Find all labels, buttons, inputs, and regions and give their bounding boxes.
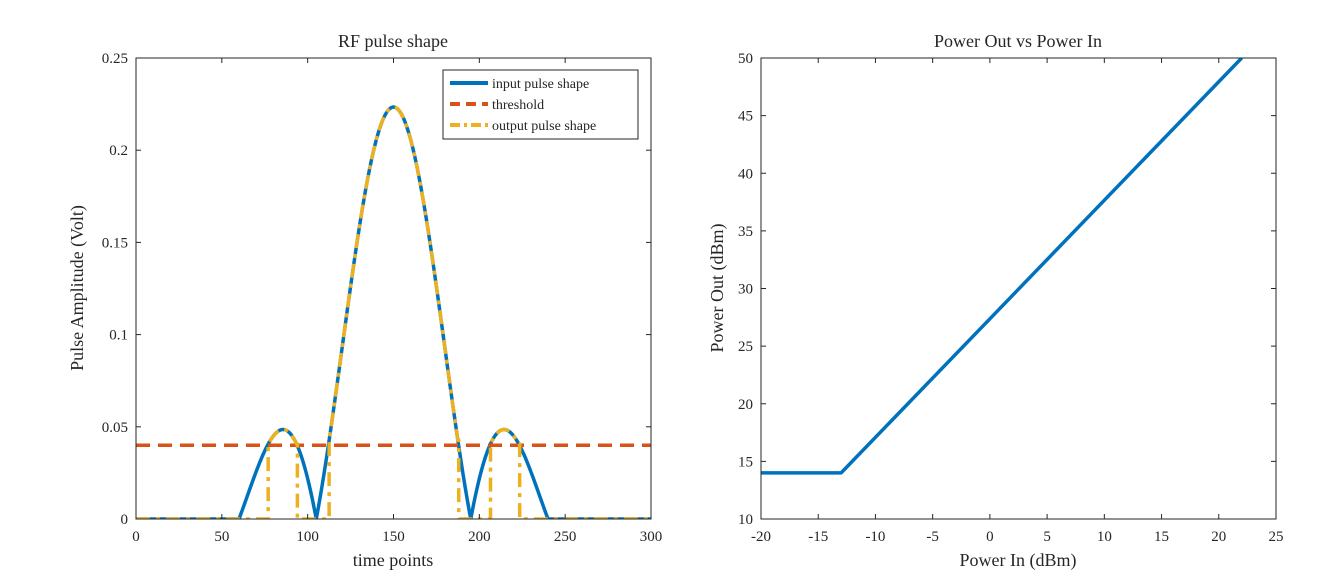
x-tick-label: -15 <box>808 529 828 545</box>
y-tick-label: 0.15 <box>102 235 128 251</box>
x-tick-label: 25 <box>1269 529 1284 545</box>
x-tick-label: -10 <box>865 529 885 545</box>
x-tick-label: 50 <box>214 529 229 545</box>
x-tick-label: 200 <box>468 529 491 545</box>
x-tick-label: 20 <box>1211 529 1226 545</box>
x-tick-label: 150 <box>382 529 405 545</box>
x-tick-label: 10 <box>1097 529 1112 545</box>
y-tick-label: 30 <box>738 282 753 298</box>
series-line-input-pulse-shape <box>136 105 651 519</box>
x-tick-label: 0 <box>986 529 994 545</box>
x-tick-label: 0 <box>132 529 140 545</box>
chart-rf-pulse-shape: RF pulse shape 0 50 100 150 200 250 300 00.050… <box>67 31 662 570</box>
y-tick-label: 25 <box>738 339 753 355</box>
y-axis-label: Power Out (dBm) <box>707 224 728 353</box>
y-tick-label: 50 <box>738 51 753 67</box>
x-tick-labels: 0 50 100 150 200 250 300 <box>132 529 662 545</box>
y-tick-label: 0 <box>121 512 129 528</box>
x-tick-label: -20 <box>751 529 771 545</box>
y-tick-labels: 10 15 20 25 30 35 40 45 50 <box>738 51 753 528</box>
chart-title: Power Out vs Power In <box>934 31 1102 51</box>
y-tick-label: 10 <box>738 512 753 528</box>
x-tick-label: 5 <box>1043 529 1051 545</box>
y-tick-label: 0.05 <box>102 420 128 436</box>
y-tick-label: 40 <box>738 166 753 182</box>
x-tick-label: -5 <box>926 529 939 545</box>
legend: input pulse shape threshold output pulse… <box>442 69 639 140</box>
plot-area <box>136 105 651 519</box>
tick-marks <box>760 57 1277 520</box>
x-tick-label: 250 <box>554 529 577 545</box>
y-tick-label: 45 <box>738 109 753 125</box>
y-tick-label: 0.1 <box>109 328 128 344</box>
chart-title: RF pulse shape <box>338 31 448 51</box>
x-axis-label: Power In (dBm) <box>960 550 1077 571</box>
x-tick-label: 15 <box>1154 529 1169 545</box>
y-tick-label: 0.25 <box>102 51 128 67</box>
y-tick-label: 15 <box>738 454 753 470</box>
y-tick-label: 0.2 <box>109 143 128 159</box>
x-tick-label: 300 <box>640 529 663 545</box>
tick-marks <box>135 57 652 520</box>
x-axis-label: time points <box>353 550 434 570</box>
x-tick-label: 100 <box>296 529 319 545</box>
plot-area <box>761 58 1243 475</box>
y-tick-label: 35 <box>738 224 753 240</box>
y-axis-label: Pulse Amplitude (Volt) <box>67 205 88 371</box>
series-line-power-transfer <box>761 58 1243 475</box>
x-tick-labels: -20 -15 -10 -5 0 5 10 15 20 25 <box>751 529 1284 545</box>
legend-label-input-pulse-shape: input pulse shape <box>492 77 589 92</box>
y-tick-labels: 0 0.05 0.1 0.15 0.2 0.25 <box>102 51 128 528</box>
legend-label-output-pulse-shape: output pulse shape <box>492 119 596 134</box>
chart-power-out-vs-power-in: Power Out vs Power In -20 -15 -10 -5 0 5 10 15 2… <box>707 31 1284 571</box>
legend-label-threshold: threshold <box>492 98 544 113</box>
y-tick-label: 20 <box>738 397 753 413</box>
